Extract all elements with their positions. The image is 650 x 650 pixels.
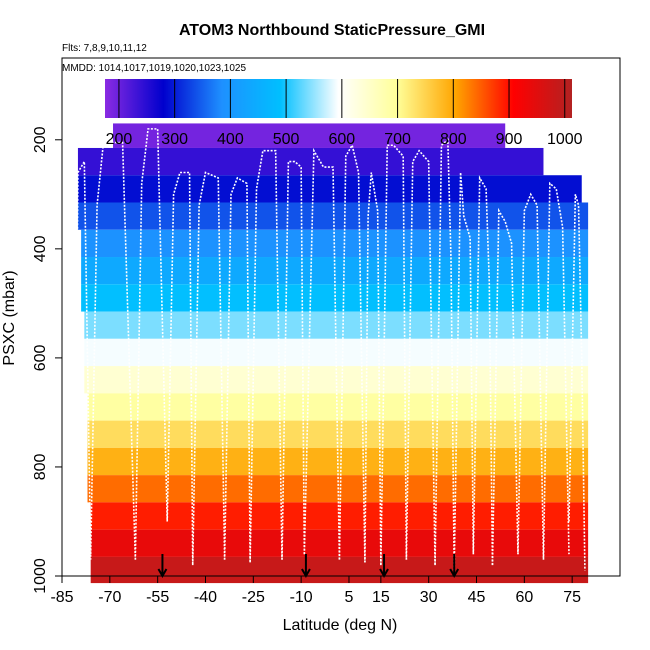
x-tick-label: -40 [194,589,217,606]
y-tick-label: 600 [32,344,49,371]
plot-frame [61,57,621,577]
y-axis: 200 400 600 800 1000 [32,126,62,594]
heat-band [113,123,506,148]
flight-profile-line [434,138,455,571]
colorbar-tick-label: 700 [384,131,411,148]
x-axis-title: Latitude (deg N) [283,617,398,634]
colorbar-tick-label: 200 [106,131,133,148]
y-tick-label: 800 [32,454,49,481]
flight-profile-line [568,194,586,571]
flight-profile-line [364,172,382,566]
flight-profile-line [472,175,494,566]
heat-band [77,147,544,176]
x-tick-label: 30 [420,589,438,606]
x-axis: -85 -70 -55 -40 -25 -10 5 15 30 45 60 75 [50,576,581,606]
x-tick-label: -55 [146,589,169,606]
x-tick-label: -70 [98,589,121,606]
flight-profiles [73,128,586,571]
flight-profile-line [405,149,436,566]
x-tick-label: 5 [345,589,354,606]
x-tick-label: -85 [50,589,73,606]
flight-profile-line [491,207,519,566]
x-tick-label: 75 [563,589,581,606]
y-tick-label: 200 [32,126,49,153]
heat-band [87,393,589,421]
flight-profile-line [191,171,226,566]
y-tick-label: 400 [32,235,49,262]
x-tick-label: -10 [290,589,313,606]
colorbar-tick-label: 900 [496,131,523,148]
colorbar-tick-label: 300 [161,131,188,148]
colorbar-ticks: 200 300 400 500 600 700 800 900 1000 [106,79,583,148]
mmdd-label: MMDD: 1014,1017,1019,1020,1023,1025 [62,63,246,74]
x-tick-label: 60 [515,589,533,606]
x-tick-label: -25 [242,589,265,606]
colorbar-tick-label: 500 [273,131,300,148]
flight-profile-line [134,128,169,560]
x-tick-label: 45 [468,589,486,606]
flight-profile-line [249,149,283,563]
flight-profile-line [380,144,408,566]
colorbar-tick-label: 400 [217,131,244,148]
chart-title: ATOM3 Northbound StaticPressure_GMI [179,22,485,39]
flight-profile-line [338,143,366,563]
heat-band [90,556,589,584]
flight-profile-line [223,176,251,563]
x-tick-label: 15 [372,589,390,606]
colorbar-tick-label: 800 [440,131,467,148]
colorbar-tick-label: 1000 [547,131,583,148]
heat-band [77,175,582,203]
flight-profile-line [453,172,475,571]
flights-label: Flts: 7,8,9,10,11,12 [62,43,147,54]
y-tick-label: 1000 [32,558,49,594]
flight-profile-line [89,141,137,560]
flight-profile-line [281,160,306,560]
flight-profile-line [517,192,545,560]
y-axis-title: PSXC (mbar) [1,270,18,365]
flight-profile-line [542,181,570,560]
flight-profile-line [166,171,194,566]
colorbar-tick-label: 600 [328,131,355,148]
colorbar [105,79,572,118]
heatmap-bands [77,123,589,584]
